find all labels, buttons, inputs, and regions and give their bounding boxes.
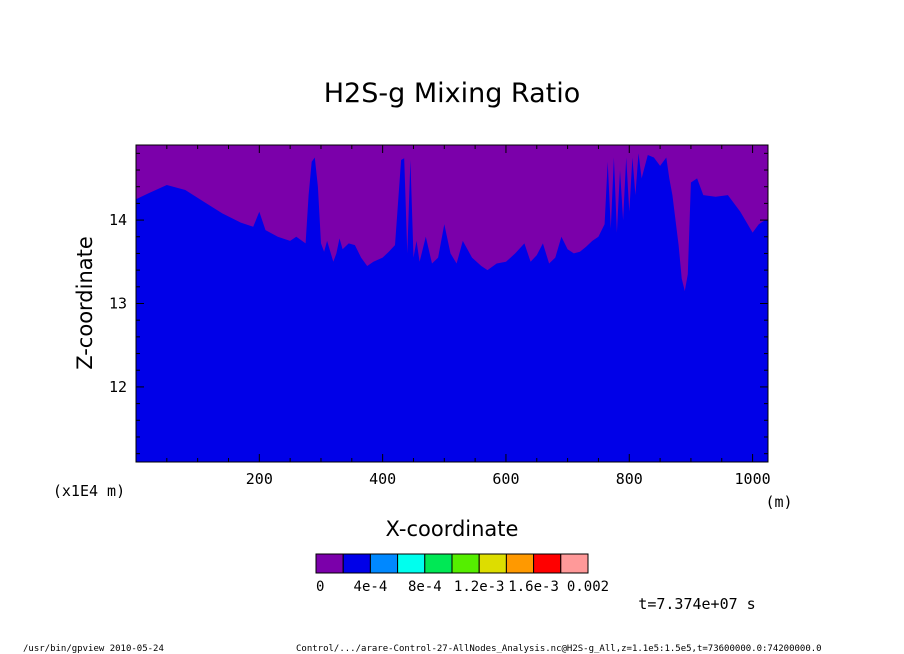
colorbar-swatch (397, 553, 426, 574)
footer-left: /usr/bin/gpview 2010-05-24 (23, 644, 164, 654)
colorbar-label: 4e-4 (354, 579, 388, 595)
x-tick-labels: 200 400 600 800 1000 (246, 470, 771, 488)
y-tick-label: 14 (109, 211, 127, 229)
plot-area (135, 144, 769, 463)
colorbar-label: 8e-4 (408, 579, 442, 595)
colorbar-swatch (342, 553, 371, 574)
x-tick-label: 600 (492, 470, 519, 488)
colorbar-swatch (315, 553, 344, 574)
x-tick-label: 400 (369, 470, 396, 488)
lower-level-filled-area (136, 153, 768, 463)
x-tick-label: 1000 (735, 470, 771, 488)
axis-ticks (136, 145, 768, 462)
y-tick-labels: 12 13 14 (109, 211, 127, 396)
colorbar-swatch (369, 553, 399, 574)
colorbar-swatch (424, 553, 453, 574)
colorbar-swatch (560, 553, 589, 574)
colorbar-label: 0.002 (567, 579, 609, 595)
x-unit-label: (m) (765, 493, 792, 511)
colorbar-swatch (451, 553, 480, 574)
chart-title: H2S-g Mixing Ratio (324, 78, 581, 109)
colorbar-swatch (533, 553, 562, 574)
y-axis-label: Z-coordinate (73, 236, 97, 370)
colorbar-swatch (478, 553, 507, 574)
y-tick-label: 12 (109, 378, 127, 396)
colorbar-swatch (505, 553, 535, 574)
footer-right: Control/.../arare-Control-27-AllNodes_An… (296, 644, 822, 654)
x-tick-label: 800 (616, 470, 643, 488)
time-label: t=7.374e+07 s (638, 595, 755, 613)
y-tick-label: 13 (109, 295, 127, 313)
colorbar (315, 553, 589, 574)
colorbar-label: 0 (316, 579, 324, 595)
colorbar-label: 1.2e-3 (454, 579, 505, 595)
colorbar-label: 1.6e-3 (508, 579, 559, 595)
y-unit-label: (x1E4 m) (53, 482, 125, 500)
colorbar-labels: 0 4e-4 8e-4 1.2e-3 1.6e-3 0.002 (316, 579, 609, 595)
x-tick-label: 200 (246, 470, 273, 488)
x-axis-label: X-coordinate (386, 517, 519, 541)
